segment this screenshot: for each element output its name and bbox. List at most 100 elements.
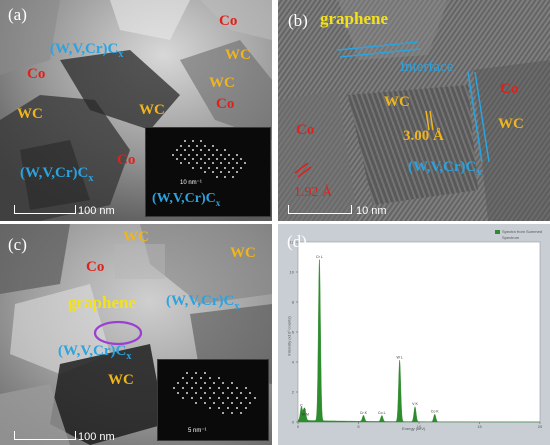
diffraction-spot: [196, 162, 198, 165]
diffraction-spot: [180, 153, 182, 156]
diffraction-spot: [195, 382, 197, 385]
label-carbide: (W,V,Cr)Cx: [50, 41, 124, 60]
diffraction-spot: [204, 372, 206, 375]
diffraction-spot: [213, 392, 215, 394]
diffraction-spot: [190, 387, 193, 390]
label-carbide: (W,V,Cr)Cx: [408, 159, 482, 178]
diffraction-spot: [249, 392, 251, 394]
diffraction-spot: [217, 377, 220, 380]
diffraction-spot: [184, 158, 186, 160]
peak-label: W L: [396, 356, 402, 360]
diffraction-spot: [217, 387, 220, 390]
diffraction-spot: [220, 153, 222, 156]
label-wc: WC: [209, 75, 235, 91]
diffraction-spot: [216, 175, 218, 178]
diffraction-spot: [216, 158, 218, 160]
scale-bar-text: 10 nm: [356, 205, 387, 217]
diffraction-spot: [222, 411, 224, 414]
diffraction-spot: [208, 166, 210, 169]
diffraction-spot: [235, 396, 238, 399]
x-tick-label: 20: [538, 424, 543, 429]
highlight-ellipse: [93, 320, 143, 346]
panel-b-label: (b): [288, 11, 308, 30]
diffraction-spot: [204, 392, 206, 394]
diffraction-spot: [177, 392, 179, 394]
diffraction-spot: [204, 382, 206, 385]
diffraction-spot: [208, 149, 210, 152]
panel-d-eds-spectrum: 0 2 4 6 8 10 12 0 5 10 15 20 C O W M Cr L Cr K Co L W L V K…: [278, 224, 550, 445]
diffraction-spot: [240, 158, 242, 160]
diffraction-spot: [224, 175, 226, 178]
diffraction-spot: [213, 382, 215, 385]
scale-bar: [14, 431, 76, 440]
x-tick-label: 15: [477, 424, 482, 429]
diffraction-spot: [188, 153, 190, 156]
diffraction-spot: [190, 396, 193, 399]
legend-item: Spectra from Summed: [502, 229, 543, 234]
label-co: Co: [86, 259, 105, 275]
diffraction-spot: [212, 171, 214, 174]
label-co: Co: [117, 152, 136, 168]
scale-bar: [14, 205, 76, 214]
diffraction-spot: [208, 158, 210, 160]
panel-b-micrograph: [278, 0, 550, 221]
label-co: Co: [296, 122, 315, 138]
inset-scale-text: 5 nm⁻¹: [188, 428, 207, 434]
label-co: Co: [216, 96, 235, 112]
diffraction-spot: [176, 149, 178, 152]
diffraction-spot: [236, 162, 238, 165]
diffraction-spot: [222, 392, 224, 394]
diffraction-spot: [212, 162, 214, 165]
panel-d-label: (d): [287, 232, 307, 251]
diffraction-spot: [204, 144, 206, 147]
diffraction-spot: [195, 372, 197, 375]
diffraction-spot: [204, 171, 206, 174]
inset-carbide-label: (W,V,Cr)Cx: [152, 191, 221, 208]
diffraction-spot: [212, 144, 214, 147]
diffraction-spot: [184, 149, 186, 152]
diffraction-spot: [228, 171, 230, 174]
panel-a-saed-inset: (W,V,Cr)Cx 10 nm⁻¹: [145, 127, 271, 217]
plot-area: [297, 241, 541, 423]
diffraction-spot: [188, 162, 190, 165]
panel-a-tem-image: (a) Co (W,V,Cr)Cx WC Co WC Co WC WC Co (…: [0, 0, 272, 221]
panel-b-annotation-lines: [294, 41, 490, 178]
diffraction-spot: [172, 387, 175, 390]
y-tick-label: 10: [290, 270, 295, 275]
diffraction-spot: [231, 411, 233, 414]
diffraction-spot: [224, 158, 226, 160]
label-graphene: graphene: [320, 9, 388, 28]
panel-c-tem-image: (c) WC WC Co graphene (W,V,Cr)Cx (W,V,Cr…: [0, 224, 272, 445]
diffraction-spot: [192, 166, 194, 169]
diffraction-spot: [180, 144, 182, 147]
diffraction-spot: [200, 158, 202, 160]
diffraction-spot: [208, 387, 211, 390]
diffraction-spot: [208, 396, 211, 399]
diffraction-spot: [208, 377, 211, 380]
diffraction-spot: [177, 382, 179, 385]
diffraction-spot: [224, 149, 226, 152]
panel-a-label: (a): [8, 5, 27, 24]
label-carbide: (W,V,Cr)Cx: [20, 165, 94, 184]
label-wc: WC: [139, 102, 165, 118]
diffraction-spot: [186, 392, 188, 394]
peak-label: O: [303, 408, 306, 412]
label-wc: WC: [230, 245, 256, 261]
diffraction-spot: [232, 175, 234, 178]
diffraction-spot: [235, 406, 238, 409]
diffraction-spot: [226, 387, 229, 390]
diffraction-spot: [199, 387, 202, 390]
label-interface: Interface: [400, 59, 454, 75]
diffraction-spot: [204, 162, 206, 165]
diffraction-spot: [192, 158, 194, 160]
diffraction-spot: [199, 396, 202, 399]
diffraction-spot: [226, 406, 229, 409]
x-tick-label: 0: [297, 424, 300, 429]
peak-label: V K: [412, 402, 418, 406]
y-tick-label: 4: [292, 360, 295, 365]
diffraction-spot: [232, 166, 234, 169]
panel-b-hrtem-image: (b) graphene Interface Co WC WC Co 3.00 …: [278, 0, 550, 221]
diffraction-spot: [240, 166, 242, 169]
diffraction-spot: [192, 149, 194, 152]
diffraction-spot: [204, 401, 206, 404]
